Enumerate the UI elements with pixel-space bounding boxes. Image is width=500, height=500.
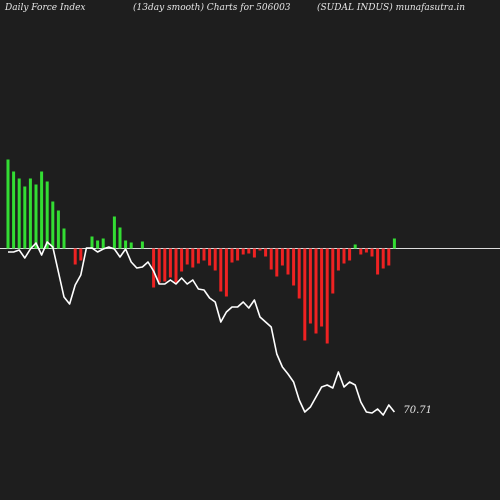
force-index-bar xyxy=(376,248,380,275)
force-index-bar xyxy=(303,248,307,341)
force-index-bar xyxy=(152,248,156,288)
force-index-bar xyxy=(208,248,212,266)
force-index-bar xyxy=(336,248,340,271)
force-index-bar xyxy=(308,248,312,324)
force-index-bar xyxy=(241,248,245,255)
force-index-bar xyxy=(17,178,21,249)
force-index-bar xyxy=(275,248,279,277)
force-index-bar xyxy=(247,248,251,254)
force-index-bar xyxy=(353,244,357,249)
force-index-bar xyxy=(219,248,223,292)
price-line xyxy=(8,241,396,416)
force-index-bar xyxy=(101,238,105,249)
chart-title-left: Daily Force Index xyxy=(5,3,86,13)
force-index-bar xyxy=(62,228,66,249)
force-index-bar xyxy=(314,248,318,334)
force-index-bar xyxy=(168,248,172,278)
force-index-bar xyxy=(157,248,161,283)
force-index-bar xyxy=(392,238,396,249)
force-index-bar xyxy=(180,248,184,272)
force-index-bar xyxy=(163,248,167,282)
force-index-bar xyxy=(280,248,284,266)
force-index-bar xyxy=(269,248,273,270)
chart-title-right: (SUDAL INDUS) munafasutra.in xyxy=(317,3,466,13)
last-value-label: 70.71 xyxy=(403,405,432,416)
force-index-bar xyxy=(359,248,363,255)
force-index-bar xyxy=(79,248,83,261)
force-index-bar xyxy=(297,248,301,299)
force-index-bar xyxy=(258,248,262,251)
force-index-bar xyxy=(6,159,10,249)
force-index-bar xyxy=(252,248,256,258)
force-index-bar xyxy=(213,248,217,271)
force-index-bar xyxy=(364,248,368,253)
force-index-bar xyxy=(51,201,55,249)
force-index-bar xyxy=(320,248,324,327)
force-index-bar xyxy=(96,240,100,249)
force-index-bar xyxy=(196,248,200,264)
force-index-bar xyxy=(12,171,16,249)
force-index-bar xyxy=(286,248,290,275)
force-index-bar xyxy=(191,248,195,268)
force-index-bar xyxy=(381,248,385,269)
force-index-bar xyxy=(236,248,240,261)
force-index-bar xyxy=(124,240,128,249)
force-index-bar xyxy=(118,227,122,249)
force-index-bar xyxy=(387,248,391,266)
force-index-bar xyxy=(34,184,38,249)
force-index-bar xyxy=(129,242,133,249)
force-index-bar xyxy=(73,248,77,265)
force-index-bar xyxy=(292,248,296,286)
force-index-bar xyxy=(202,248,206,261)
force-index-bar xyxy=(185,248,189,265)
force-index-bar xyxy=(224,248,228,297)
force-index-bar xyxy=(325,248,329,344)
force-index-bar xyxy=(28,178,32,249)
force-index-bar xyxy=(112,216,116,249)
force-index-bar xyxy=(370,248,374,257)
force-index-bar xyxy=(331,248,335,294)
force-index-bar xyxy=(230,248,234,263)
force-index-bar xyxy=(23,186,27,249)
force-index-bar xyxy=(45,181,49,249)
force-index-bar xyxy=(40,171,44,249)
force-index-bar xyxy=(342,248,346,264)
force-index-bar xyxy=(348,248,352,261)
force-index-bar xyxy=(264,248,268,257)
force-index-bar xyxy=(90,236,94,249)
force-index-bar xyxy=(174,248,178,283)
force-index-bar xyxy=(56,210,60,249)
force-index-bar xyxy=(140,241,144,249)
chart-title-center: (13day smooth) Charts for 506003 xyxy=(133,3,291,13)
